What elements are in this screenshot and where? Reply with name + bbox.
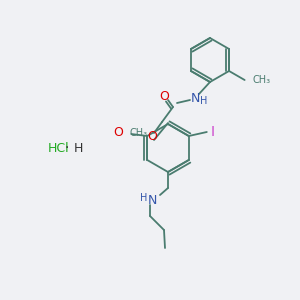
Text: H: H <box>200 96 208 106</box>
Text: I: I <box>211 125 215 139</box>
Text: CH₃: CH₃ <box>253 75 271 85</box>
Text: O: O <box>147 130 157 143</box>
Text: H: H <box>74 142 83 154</box>
Text: O: O <box>159 91 169 103</box>
Text: HCl: HCl <box>48 142 70 154</box>
Text: O: O <box>113 127 123 140</box>
Text: ·: · <box>65 141 69 155</box>
Text: H: H <box>140 193 148 203</box>
Text: N: N <box>147 194 157 206</box>
Text: CH₃: CH₃ <box>129 128 147 138</box>
Text: N: N <box>190 92 200 104</box>
